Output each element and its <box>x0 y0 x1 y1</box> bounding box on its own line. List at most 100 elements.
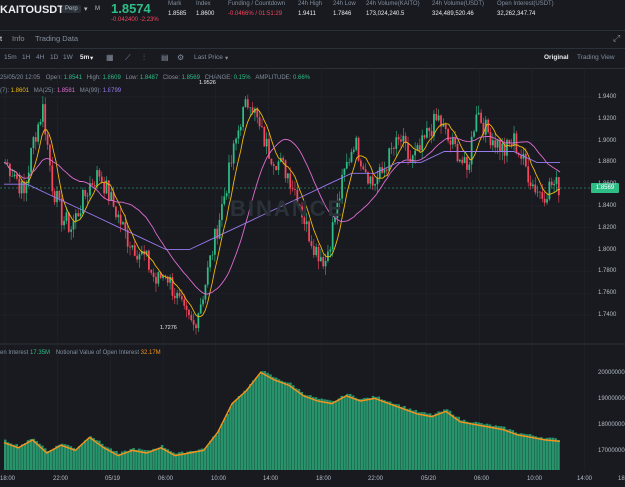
time-tick-label: 06:00 <box>158 476 174 482</box>
tab-info[interactable]: Info <box>12 34 25 43</box>
ma25-label: MA(25): <box>33 88 56 94</box>
oi-bar <box>217 429 221 470</box>
stat-label: Open Interest(USDT) <box>497 1 554 7</box>
ma25-value: 1.8581 <box>56 88 76 94</box>
symbol-name[interactable]: KAITOUSDT <box>0 4 64 16</box>
oi-bar <box>200 448 204 470</box>
oi-bar <box>326 399 329 470</box>
candle-type-icon[interactable]: ⫶ <box>143 53 145 62</box>
amplitude-label: AMPLITUDE: <box>255 75 292 81</box>
oi-bar <box>283 381 286 470</box>
candle-body <box>112 192 115 207</box>
candle-body <box>126 229 129 247</box>
candle-body <box>129 246 131 248</box>
oi-bar <box>485 423 489 470</box>
candle-body <box>124 222 127 230</box>
oi-bar <box>23 443 27 470</box>
expand-icon[interactable]: ⤢ <box>613 33 621 43</box>
candle-body <box>515 133 518 154</box>
candle-body <box>437 115 440 121</box>
low-marker-label: 1.7276 <box>160 325 177 331</box>
notional-label: Notional Value of Open Interest <box>55 350 139 356</box>
ma7-label: (7): <box>0 88 9 94</box>
ma7-value: 1.8601 <box>10 88 30 94</box>
candle-body <box>404 135 407 144</box>
candle-body <box>244 99 247 107</box>
low-value: 1.8487 <box>139 75 159 81</box>
candle-body <box>221 204 223 220</box>
candle-body <box>23 181 25 194</box>
view-original[interactable]: Original <box>544 54 569 61</box>
chevron-down-icon[interactable]: ▾ <box>84 6 88 13</box>
oi-bar <box>166 449 170 470</box>
candle-body <box>393 147 395 149</box>
tab-trading-data[interactable]: Trading Data <box>35 34 79 43</box>
oi-bar <box>229 407 232 470</box>
candle-body <box>206 267 209 285</box>
interval-1w[interactable]: 1W <box>63 54 73 61</box>
candle-body <box>454 137 457 144</box>
candle-body <box>44 104 47 135</box>
candle-body <box>246 99 249 108</box>
candle-body <box>491 140 494 146</box>
candle-body <box>338 198 341 201</box>
candle-body <box>107 180 110 201</box>
candle-body <box>527 166 530 183</box>
candle-body <box>32 137 35 149</box>
interval-selected[interactable]: 5m <box>80 54 90 61</box>
candle-body <box>211 254 214 256</box>
interval-1d[interactable]: 1D <box>50 54 59 61</box>
oi-bar <box>109 448 113 470</box>
candle-body <box>553 183 555 186</box>
tab-chart[interactable]: t <box>0 34 3 43</box>
indicator-icon[interactable]: ⟋ <box>125 53 131 62</box>
candle-body <box>402 135 405 142</box>
oi-bar <box>534 436 537 470</box>
candle-body <box>416 145 419 151</box>
candle-body <box>258 117 261 127</box>
candle-body <box>374 184 376 186</box>
candle-body <box>152 272 155 277</box>
candle-body <box>70 229 73 232</box>
candle-body <box>541 192 544 199</box>
price-type-chevron-icon[interactable]: ▾ <box>225 55 229 62</box>
oi-bar <box>126 451 130 470</box>
price-tick-label: 1.9000 <box>598 137 617 144</box>
settings-icon[interactable]: ⚙ <box>177 53 185 62</box>
candle-body <box>49 144 51 166</box>
amplitude-value: 0.66% <box>293 75 311 81</box>
layout-icon[interactable]: ▤ <box>161 53 169 62</box>
interval-4h[interactable]: 4H <box>36 54 45 61</box>
candle-body <box>378 167 381 178</box>
oi-bar <box>63 444 67 470</box>
time-tick-label: 22:00 <box>368 476 384 482</box>
price-type-select[interactable]: Last Price <box>194 54 223 61</box>
interval-chevron-icon[interactable]: ▾ <box>90 55 94 62</box>
interval-15m[interactable]: 15m <box>4 54 17 61</box>
stat-value: 1.8585 <box>168 11 187 17</box>
candle-body <box>456 143 459 162</box>
candle-body <box>477 112 480 115</box>
candle-body <box>536 191 539 193</box>
oi-bar <box>35 440 38 470</box>
candle-body <box>510 143 513 146</box>
oi-bar <box>257 374 261 470</box>
view-tradingview[interactable]: Trading View <box>577 54 615 61</box>
stat-value: 32,262,347.74 <box>497 11 536 17</box>
oi-bar <box>249 384 252 470</box>
oi-bar <box>320 398 324 470</box>
oi-bar <box>223 418 227 470</box>
price-tick-label: 1.9200 <box>598 115 617 122</box>
candle-body <box>65 212 68 221</box>
oi-bar <box>380 399 383 470</box>
candle-body <box>277 161 280 171</box>
price-change: -0.042400 -2.23% <box>111 17 159 23</box>
candle-body <box>343 168 346 175</box>
calendar-icon[interactable]: ▦ <box>106 53 114 62</box>
stat-value: 1.9411 <box>298 11 316 17</box>
oi-bar <box>400 406 403 470</box>
oi-bar <box>391 403 395 470</box>
oi-legend: en Interest 17.35M Notional Value of Ope… <box>0 350 161 356</box>
interval-1h[interactable]: 1H <box>22 54 31 61</box>
